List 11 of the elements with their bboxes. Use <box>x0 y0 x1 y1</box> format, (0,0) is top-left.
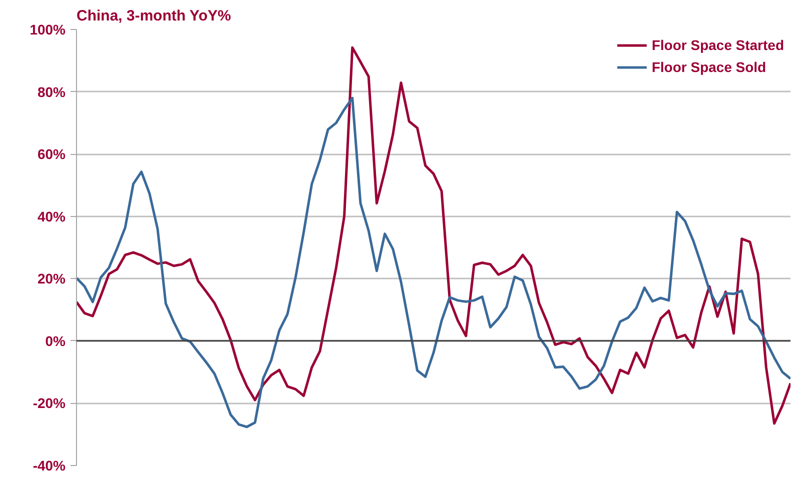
y-tick-label: 100% <box>30 22 66 38</box>
y-tick-label: -40% <box>32 458 66 474</box>
y-tick-label: 60% <box>37 146 66 162</box>
y-tick-label: 40% <box>37 208 66 224</box>
y-tick-label: 80% <box>37 84 66 100</box>
y-tick-label: 0% <box>45 332 66 349</box>
y-tick-label: -20% <box>32 395 66 412</box>
y-tick-label: 20% <box>37 270 66 287</box>
legend-label: Floor Space Started <box>652 37 784 53</box>
chart-title: China, 3-month YoY% <box>76 8 231 24</box>
legend-label: Floor Space Sold <box>652 59 766 75</box>
